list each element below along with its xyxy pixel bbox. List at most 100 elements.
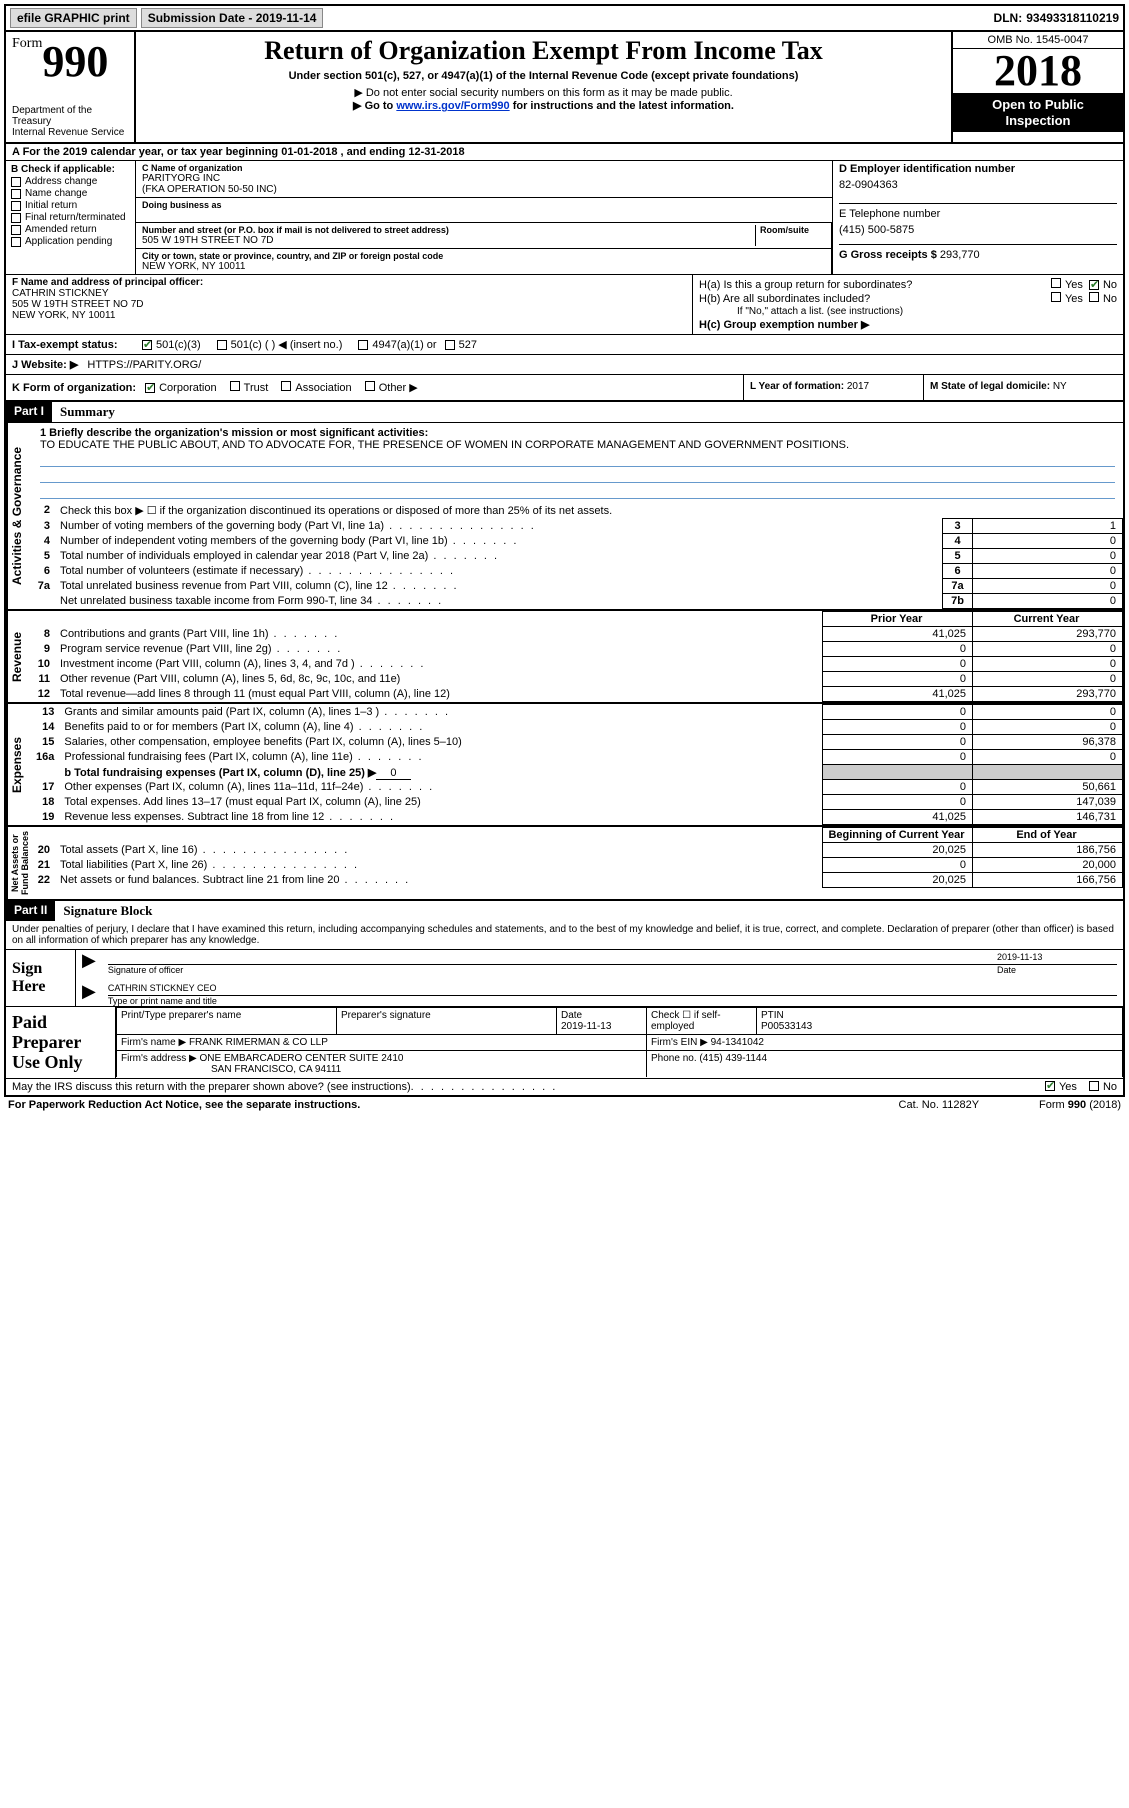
officer-title: CATHRIN STICKNEY CEO [108,983,217,993]
cb-527[interactable] [445,340,455,350]
cat-no: Cat. No. 11282Y [899,1099,980,1111]
efile-btn[interactable]: efile GRAPHIC print [10,8,137,28]
website-row: J Website: ▶ HTTPS://PARITY.ORG/ [6,354,1123,374]
line-12: Total revenue—add lines 8 through 11 (mu… [56,687,823,702]
line-16b: b Total fundraising expenses (Part IX, c… [60,765,822,780]
org-fka: (FKA OPERATION 50-50 INC) [142,184,826,195]
firm-phone-label: Phone no. [651,1053,697,1064]
officer-name: CATHRIN STICKNEY [12,288,686,299]
mission-text: TO EDUCATE THE PUBLIC ABOUT, AND TO ADVO… [40,439,1115,451]
cb-name-change[interactable] [11,189,21,199]
cb-assoc[interactable] [281,381,291,391]
form-number: Form990 [12,36,128,87]
city-label: City or town, state or province, country… [142,251,825,261]
cb-address-change[interactable] [11,177,21,187]
line-4: Number of independent voting members of … [56,534,943,549]
line-13: Grants and similar amounts paid (Part IX… [60,705,822,720]
self-employed: Check ☐ if self-employed [647,1008,757,1035]
line-14: Benefits paid to or for members (Part IX… [60,720,822,735]
cb-trust[interactable] [230,381,240,391]
gross-receipts: 293,770 [940,249,980,261]
col-c: C Name of organization PARITYORG INC (FK… [136,161,833,274]
e-label: E Telephone number [839,208,1117,220]
prep-name-label: Print/Type preparer's name [117,1008,337,1035]
cb-corp[interactable] [145,383,155,393]
discuss-row: May the IRS discuss this return with the… [6,1078,1123,1095]
col-b: B Check if applicable: Address change Na… [6,161,136,274]
discuss-yes[interactable] [1045,1081,1055,1091]
part1-title: Summary [52,402,123,422]
form-title: Return of Organization Exempt From Incom… [144,36,943,66]
phone-value: (415) 500-5875 [839,224,1117,236]
street-label: Number and street (or P.O. box if mail i… [142,225,755,235]
form-subtitle: Under section 501(c), 527, or 4947(a)(1)… [144,70,943,82]
netassets-block: Net Assets or Fund Balances Beginning of… [6,825,1123,899]
line-6: Total number of volunteers (estimate if … [56,564,943,579]
firm-name: FRANK RIMERMAN & CO LLP [189,1037,328,1048]
arrow-icon: ▶ [76,981,102,1006]
side-revenue: Revenue [6,611,32,702]
line-16a: Professional fundraising fees (Part IX, … [60,750,822,765]
line-9: Program service revenue (Part VIII, line… [56,642,823,657]
instr-ssn: ▶ Do not enter social security numbers o… [144,86,943,99]
page-footer: For Paperwork Reduction Act Notice, see … [4,1097,1125,1113]
discuss-no[interactable] [1089,1081,1099,1091]
cb-4947[interactable] [358,340,368,350]
line-17: Other expenses (Part IX, column (A), lin… [60,780,822,795]
cb-final-return[interactable] [11,213,21,223]
ein-value: 82-0904363 [839,179,1117,191]
hb-yes[interactable] [1051,292,1061,302]
line-7a: Total unrelated business revenue from Pa… [56,579,943,594]
mission-label: 1 Briefly describe the organization's mi… [40,427,1115,439]
cb-501c[interactable] [217,340,227,350]
prep-date: 2019-11-13 [561,1021,611,1032]
i-label: I Tax-exempt status: [12,339,142,351]
ha-yes[interactable] [1051,278,1061,288]
preparer-table: Print/Type preparer's name Preparer's si… [116,1007,1123,1077]
line-18: Total expenses. Add lines 13–17 (must eq… [60,795,822,810]
form-footer: Form 990 (2018) [1039,1099,1121,1111]
revenue-table: Prior YearCurrent Year 8Contributions an… [32,611,1123,702]
expenses-block: Expenses 13Grants and similar amounts pa… [6,702,1123,825]
line-15: Salaries, other compensation, employee b… [60,735,822,750]
line-10: Investment income (Part VIII, column (A)… [56,657,823,672]
perjury-declaration: Under penalties of perjury, I declare th… [6,921,1123,949]
street-value: 505 W 19TH STREET NO 7D [142,235,755,246]
state-domicile: NY [1053,381,1067,392]
hb-no[interactable] [1089,292,1099,302]
cb-app-pending[interactable] [11,237,21,247]
ha-no[interactable] [1089,280,1099,290]
line-3: Number of voting members of the governin… [56,519,943,534]
ptin: P00533143 [761,1021,812,1032]
firm-name-label: Firm's name ▶ [121,1037,186,1048]
sign-here-label: Sign Here [6,950,76,1006]
side-activities: Activities & Governance [6,423,32,609]
k-row: K Form of organization: Corporation Trus… [6,374,1123,400]
firm-addr2: SAN FRANCISCO, CA 94111 [211,1064,341,1075]
hc-label: H(c) Group exemption number ▶ [699,318,869,331]
f-label: F Name and address of principal officer: [12,277,686,288]
irs-link[interactable]: www.irs.gov/Form990 [396,100,509,112]
website-value: HTTPS://PARITY.ORG/ [87,359,201,371]
col-d: D Employer identification number 82-0904… [833,161,1123,274]
h-block: H(a) Is this a group return for subordin… [693,275,1123,334]
cb-other[interactable] [365,381,375,391]
cb-initial-return[interactable] [11,201,21,211]
hb-label: H(b) Are all subordinates included? [699,293,1051,305]
k-label: K Form of organization: [12,382,136,394]
cb-amended[interactable] [11,225,21,235]
line-5: Total number of individuals employed in … [56,549,943,564]
revenue-block: Revenue Prior YearCurrent Year 8Contribu… [6,609,1123,702]
period-line: A For the 2019 calendar year, or tax yea… [6,144,1123,161]
part2-header: Part II Signature Block [6,899,1123,921]
paid-preparer-block: Paid Preparer Use Only Print/Type prepar… [6,1006,1123,1078]
cb-501c3[interactable] [142,340,152,350]
dept-treasury: Department of the Treasury Internal Reve… [12,105,128,138]
expenses-table: 13Grants and similar amounts paid (Part … [32,704,1123,825]
instr-link-row: ▶ Go to www.irs.gov/Form990 for instruct… [144,99,943,112]
b-label: B Check if applicable: [11,164,130,175]
dba-label: Doing business as [142,200,826,210]
j-label: J Website: ▶ [12,359,78,371]
part1-tag: Part I [6,402,52,422]
m-label: M State of legal domicile: [930,381,1050,392]
